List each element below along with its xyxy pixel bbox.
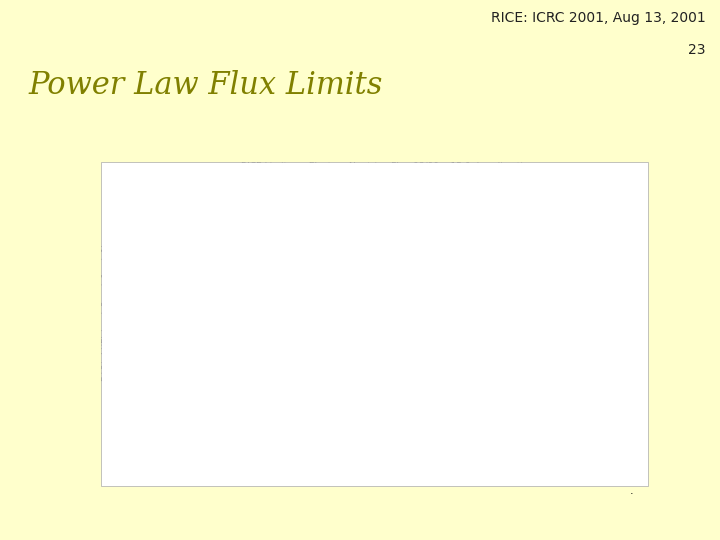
Y-axis label: E^2*phi(E) (cm^-2, sr^-1, y^-1): E^2*phi(E) (cm^-2, sr^-1, y^-1) xyxy=(102,243,111,381)
Text: flux limits --
95% confidence: flux limits -- 95% confidence xyxy=(449,328,533,347)
X-axis label: Neutrino Energy (TeV): Neutrino Energy (TeV) xyxy=(336,476,442,487)
Text: (PRELIMINARY): (PRELIMINARY) xyxy=(196,219,324,233)
Text: Power Law Flux Limits: Power Law Flux Limits xyxy=(29,70,383,101)
Title: RICE Limits on Electron Neutrino Flux 08/00    15.0 days live time: RICE Limits on Electron Neutrino Flux 08… xyxy=(240,161,537,171)
Text: 23: 23 xyxy=(688,43,706,57)
Text: RICE: ICRC 2001, Aug 13, 2001: RICE: ICRC 2001, Aug 13, 2001 xyxy=(491,11,706,25)
Text: .: . xyxy=(630,486,634,496)
